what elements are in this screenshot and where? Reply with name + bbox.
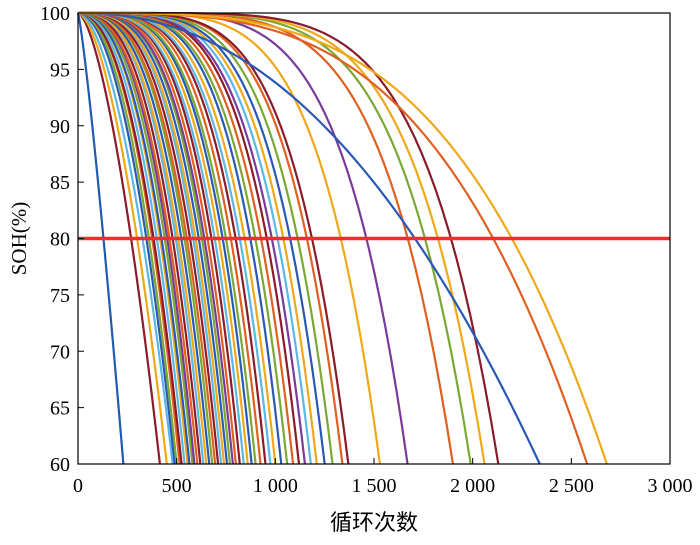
soh-curve-2 <box>77 12 161 465</box>
soh-curve-4 <box>77 11 174 465</box>
soh-curve-3 <box>77 11 168 465</box>
x-tick-label: 2 000 <box>450 475 495 497</box>
soh-curve-6 <box>77 11 178 465</box>
y-tick-label: 75 <box>50 285 70 307</box>
soh-curve-56 <box>78 11 608 465</box>
soh-curve-5 <box>77 11 176 465</box>
soh-curve-9 <box>77 11 186 465</box>
x-axis-ticks: 0 500 1 000 1 500 2 000 2 500 3 000 <box>73 458 693 497</box>
x-tick-label: 1 000 <box>253 475 298 497</box>
soh-curve-11 <box>77 11 191 465</box>
y-tick-label: 85 <box>50 172 70 194</box>
y-axis-ticks: 60 65 70 75 80 85 90 95 100 <box>40 3 84 476</box>
y-tick-label: 80 <box>50 229 70 251</box>
y-tick-label: 90 <box>50 116 70 138</box>
series-layer <box>76 11 608 465</box>
y-axis-label: SOH(%) <box>7 202 31 276</box>
x-axis-label: 循环次数 <box>330 511 418 536</box>
x-tick-label: 3 000 <box>648 475 693 497</box>
soh-curve-8 <box>77 11 183 465</box>
x-tick-label: 1 500 <box>352 475 397 497</box>
soh-curve-54 <box>77 11 541 465</box>
soh-curve-1 <box>76 12 125 465</box>
y-tick-label: 70 <box>50 341 70 363</box>
x-tick-label: 0 <box>73 475 83 497</box>
x-tick-label: 2 500 <box>549 475 594 497</box>
x-tick-label: 500 <box>162 475 192 497</box>
y-tick-label: 65 <box>50 398 70 420</box>
y-tick-label: 60 <box>50 454 70 476</box>
y-tick-label: 95 <box>50 59 70 81</box>
y-tick-label: 100 <box>40 3 70 25</box>
